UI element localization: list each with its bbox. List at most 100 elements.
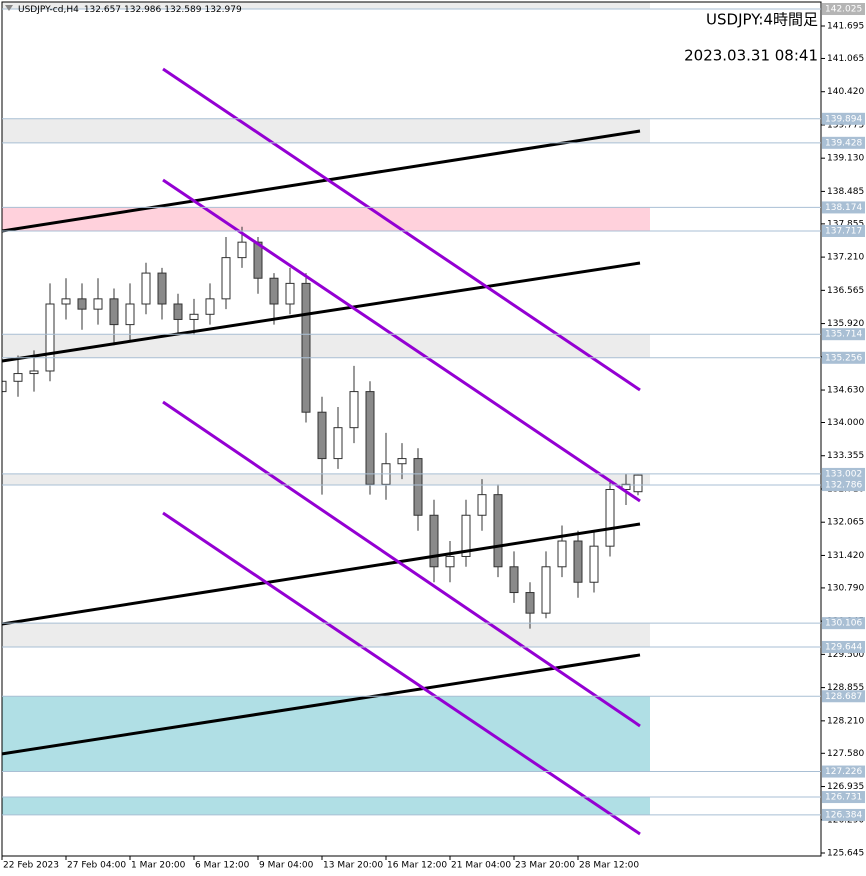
candle-body <box>221 257 231 300</box>
x-tick-label: 6 Mar 12:00 <box>195 861 250 871</box>
y-tick-label: 140.420 <box>827 87 864 97</box>
price-label: 132.786 <box>825 481 862 491</box>
y-tick-label: 130.790 <box>827 583 864 593</box>
price-label: 137.717 <box>825 226 862 236</box>
y-tick-label: 128.855 <box>827 683 864 693</box>
candle-body <box>493 494 503 568</box>
y-tick-label: 139.130 <box>827 154 864 164</box>
price-label: 138.174 <box>825 203 862 213</box>
candle-body <box>445 555 455 568</box>
candle-body <box>157 272 167 305</box>
axes: 141.695 141.065 140.420 139.775 139.130 138.4… <box>1 3 865 871</box>
trendline <box>2 653 641 756</box>
trendline <box>162 67 641 392</box>
trendline <box>2 522 641 626</box>
x-tick-label: 28 Mar 12:00 <box>579 861 639 871</box>
trendline <box>2 261 641 363</box>
zones <box>2 2 650 815</box>
y-tick-label: 132.065 <box>827 518 864 528</box>
last-open: 132.657 <box>84 5 121 15</box>
price-label-bg <box>822 765 865 778</box>
price-label: 130.106 <box>825 619 862 629</box>
symbol: USDJPY-cd,H4 <box>18 5 79 15</box>
candle-body <box>333 427 343 460</box>
x-tick-label: 23 Mar 20:00 <box>515 861 575 871</box>
x-tick-label: 21 Mar 04:00 <box>451 861 511 871</box>
chart-subtitle: 2023.03.31 08:41 <box>684 47 818 65</box>
candle-body <box>429 514 439 568</box>
candle-body <box>621 483 631 490</box>
x-tick-label: 9 Mar 04:00 <box>259 861 314 871</box>
price-label-bg <box>822 479 865 492</box>
trendlines <box>2 67 641 836</box>
candle-body <box>93 298 103 310</box>
candle-body <box>205 298 215 315</box>
price-label: 139.428 <box>825 138 862 148</box>
x-tick-label: 1 Mar 20:00 <box>131 861 186 871</box>
symbol-icon <box>5 5 13 11</box>
y-tick-label: 135.920 <box>827 319 864 329</box>
zone <box>2 623 650 647</box>
candle-body <box>45 303 55 372</box>
y-tick-label: 134.000 <box>827 418 864 428</box>
candle-body <box>2 380 7 393</box>
candle-body <box>173 303 183 320</box>
price-label-bg <box>822 640 865 653</box>
y-tick-label: 137.855 <box>827 219 864 229</box>
price-label-bg <box>822 328 865 341</box>
trendline <box>162 400 641 728</box>
price-label-bg <box>822 791 865 804</box>
candle-body <box>301 282 311 413</box>
candles <box>2 226 643 629</box>
candle-body <box>633 474 643 493</box>
x-tick-label: 22 Feb 2023 <box>3 861 59 871</box>
candle-body <box>557 540 567 568</box>
zone <box>2 797 650 815</box>
price-label-bg <box>822 467 865 480</box>
price-label-bg <box>822 808 865 821</box>
price-label-bg <box>822 224 865 237</box>
plot-frame <box>1 1 822 857</box>
trendline <box>162 178 641 503</box>
candle-body <box>605 488 615 547</box>
price-label-bg <box>822 351 865 364</box>
y-tick-label: 141.065 <box>827 54 864 64</box>
candle-body <box>141 272 151 305</box>
candle-body <box>61 298 71 305</box>
price-label: 126.731 <box>825 793 862 803</box>
x-tick-label: 16 Mar 12:00 <box>387 861 447 871</box>
candle-body <box>349 391 359 429</box>
candle-body <box>109 298 119 326</box>
candle-body <box>13 373 23 382</box>
zone <box>2 334 650 358</box>
candle-body <box>509 566 519 594</box>
zone <box>2 473 650 486</box>
header: USDJPY-cd,H4 132.657 132.986 132.589 132.979 <box>18 5 242 15</box>
x-tick-label: 13 Mar 20:00 <box>323 861 383 871</box>
candle-body <box>541 566 551 614</box>
price-label-bg <box>822 3 865 16</box>
y-tick-label: 125.645 <box>827 849 864 859</box>
last-close: 132.979 <box>204 5 241 15</box>
price-label: 126.384 <box>825 810 862 820</box>
zone <box>2 118 650 143</box>
y-tick-label: 131.420 <box>827 551 864 561</box>
last-high: 132.986 <box>124 5 161 15</box>
candle-body <box>237 241 247 259</box>
price-label-bg <box>822 112 865 125</box>
price-label-bg <box>822 136 865 149</box>
y-tick-label: 127.580 <box>827 749 864 759</box>
candle-body <box>525 592 535 614</box>
price-label: 135.714 <box>825 330 862 340</box>
last-low: 132.589 <box>164 5 201 15</box>
price-label: 127.226 <box>825 767 862 777</box>
x-tick-label: 27 Feb 04:00 <box>67 861 126 871</box>
y-tick-label: 139.775 <box>827 120 864 130</box>
y-tick-label: 129.500 <box>827 650 864 660</box>
price-label: 139.894 <box>825 114 862 124</box>
price-label: 133.002 <box>825 469 862 479</box>
price-label-bg <box>822 617 865 630</box>
candle-body <box>589 545 599 583</box>
candle-body <box>29 370 39 375</box>
y-tick-label: 136.565 <box>827 286 864 296</box>
